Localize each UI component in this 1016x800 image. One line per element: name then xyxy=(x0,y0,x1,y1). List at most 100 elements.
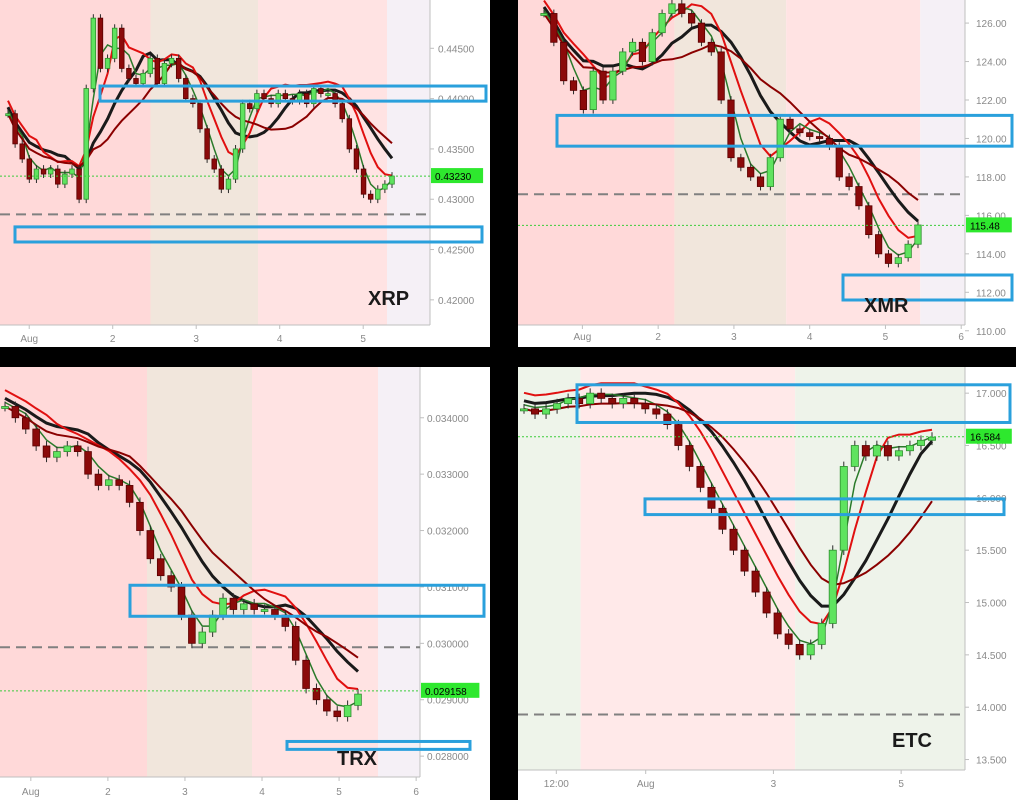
y-tick-label: 16.500 xyxy=(976,442,1007,453)
xmr-chart-svg: 126.00 124.00 122.00 120.00 118.00 116.00 114.… xyxy=(518,0,1014,343)
candle-body xyxy=(747,166,755,178)
background-band-3 xyxy=(378,367,420,777)
y-tick-label: 0.029000 xyxy=(427,696,469,707)
candle-body xyxy=(360,168,367,195)
candle-body xyxy=(569,80,578,91)
candle-body xyxy=(839,466,848,551)
candle-body xyxy=(855,186,863,207)
moving-average-dark-red xyxy=(4,405,359,659)
y-tick-label: 126.00 xyxy=(976,19,1007,30)
candle-body xyxy=(806,643,815,656)
y-tick-label: 112.00 xyxy=(976,288,1006,299)
last-price-tag xyxy=(421,682,480,698)
chart-title: TRX xyxy=(337,748,378,770)
candle-body xyxy=(375,188,381,200)
candle-body xyxy=(275,93,281,105)
y-tick-label: 124.00 xyxy=(976,58,1007,69)
candle-body xyxy=(26,158,33,180)
candle-body xyxy=(884,253,893,264)
candle-body xyxy=(219,597,227,616)
candle-body xyxy=(652,408,661,415)
last-price-label: 115.48 xyxy=(970,221,1000,232)
x-tick-label: 5 xyxy=(336,787,342,798)
candle-body xyxy=(658,13,666,34)
candle-body xyxy=(323,699,331,712)
candle-body xyxy=(147,57,153,74)
x-tick-label: 2 xyxy=(655,332,661,343)
candle-body xyxy=(32,428,40,447)
candle-body xyxy=(531,408,540,415)
candle-body xyxy=(589,70,597,111)
xrp-chart-panel: 0.44500 0.44000 0.43500 0.43000 0.42500 0.420… xyxy=(0,0,490,347)
candle-body xyxy=(94,473,103,486)
candle-body xyxy=(641,403,650,410)
y-tick-label: 0.43500 xyxy=(438,145,475,156)
candle-body xyxy=(697,22,706,43)
moving-average-fast xyxy=(4,389,359,690)
candle-body xyxy=(875,234,883,255)
candle-body xyxy=(806,132,814,137)
background-band-3 xyxy=(920,0,965,325)
last-price-tag xyxy=(966,217,1012,233)
background-band-2 xyxy=(795,367,965,770)
y-tick-label: 14.000 xyxy=(976,703,1007,714)
x-tick-label: 3 xyxy=(771,779,777,790)
etc-chart-panel: 17.000 16.500 16.000 15.500 15.000 14.500 14.0… xyxy=(518,367,1016,800)
candle-body xyxy=(796,128,804,134)
candle-body xyxy=(707,41,715,53)
candle-body xyxy=(291,626,300,661)
candle-body xyxy=(11,406,20,419)
last-price-label: 0.43230 xyxy=(435,172,472,183)
background-band-2 xyxy=(258,0,387,325)
y-tick-label: 0.028000 xyxy=(427,752,469,763)
candle-body xyxy=(608,398,617,405)
x-tick-label: 3 xyxy=(193,334,199,345)
y-tick-label: 0.031000 xyxy=(427,583,469,594)
candle-body xyxy=(240,603,248,610)
y-tick-label: 122.00 xyxy=(976,96,1007,107)
last-price-tag xyxy=(431,168,484,184)
candle-body xyxy=(861,445,870,457)
background-band-1 xyxy=(150,0,258,325)
candle-body xyxy=(154,57,161,84)
y-tick-label: 116.00 xyxy=(976,211,1006,222)
candle-body xyxy=(542,408,551,415)
resistance-zone-box xyxy=(575,383,1012,424)
candle-body xyxy=(183,78,189,100)
y-tick-label: 0.034000 xyxy=(427,414,469,425)
candle-body xyxy=(619,51,627,72)
candle-body xyxy=(69,168,75,175)
candle-body xyxy=(678,3,686,14)
background-band-2 xyxy=(252,367,378,777)
resistance-zone-box xyxy=(98,84,488,103)
chart-title: ETC xyxy=(892,730,932,752)
candle-body xyxy=(204,128,210,160)
candle-body xyxy=(579,89,587,111)
candle-body xyxy=(229,597,238,610)
candle-body xyxy=(564,398,573,405)
moving-average-slow xyxy=(542,6,920,223)
candle-body xyxy=(339,103,345,120)
candle-body xyxy=(729,528,738,551)
moving-average-dark-red xyxy=(7,61,393,168)
candle-body xyxy=(332,93,338,105)
candle-body xyxy=(197,103,203,130)
candle-body xyxy=(40,168,47,175)
y-tick-label: 15.000 xyxy=(976,599,1007,610)
candle-body xyxy=(353,148,360,170)
candle-body xyxy=(161,62,168,84)
candle-body xyxy=(5,113,11,117)
x-tick-label: 6 xyxy=(413,787,419,798)
support-zone-box xyxy=(285,739,472,751)
candle-body xyxy=(211,158,217,170)
background-band-0 xyxy=(0,367,147,777)
candle-body xyxy=(33,168,40,180)
x-tick-label: 4 xyxy=(277,334,283,345)
candle-body xyxy=(817,623,826,645)
y-tick-label: 120.00 xyxy=(976,134,1007,145)
candle-body xyxy=(737,157,745,168)
background-band-2 xyxy=(786,0,921,325)
x-tick-label: 3 xyxy=(731,332,737,343)
x-tick-label: Aug xyxy=(22,787,40,798)
candle-body xyxy=(126,68,132,79)
